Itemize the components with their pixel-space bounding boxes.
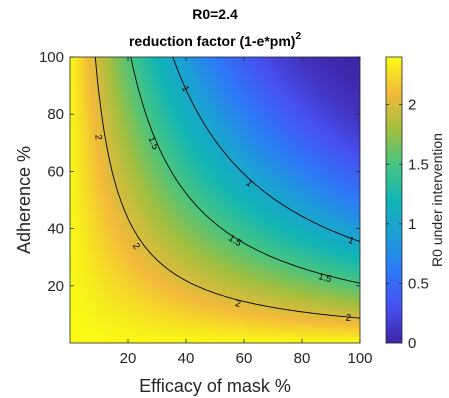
chart-subtitle: reduction factor (1-e*pm)2 bbox=[129, 31, 301, 49]
contour-label-0: 1 bbox=[179, 84, 191, 93]
contour-line-1.5 bbox=[130, 57, 360, 284]
colorbar-tick-label-2: 2 bbox=[408, 97, 416, 114]
colorbar-tick-label-1: 1 bbox=[408, 216, 416, 233]
y-tick-label-100: 100 bbox=[39, 49, 64, 66]
contour-label-5: 1.5 bbox=[317, 271, 333, 285]
colorbar-fill bbox=[386, 57, 402, 343]
x-tick-label-60: 60 bbox=[236, 350, 253, 367]
x-tick-label-100: 100 bbox=[347, 350, 372, 367]
y-tick-label-20: 20 bbox=[47, 278, 64, 295]
x-tick-label-80: 80 bbox=[294, 350, 311, 367]
colorbar-ticks: 0 0.5 1 1.5 2 bbox=[386, 97, 429, 352]
contour-label-8: 2 bbox=[234, 298, 242, 310]
contour-lines bbox=[94, 57, 360, 319]
contour-label-7: 2 bbox=[130, 241, 142, 251]
chart-subtitle-superscript: 2 bbox=[295, 31, 301, 42]
colorbar: 0 0.5 1 1.5 2 R0 under intervention bbox=[385, 56, 445, 352]
y-axis: 20 40 60 80 100 bbox=[39, 49, 360, 295]
contour-label-3: 1.5 bbox=[146, 135, 161, 151]
chart-subtitle-text: reduction factor (1-e*pm) bbox=[129, 33, 295, 49]
colorbar-frame bbox=[385, 56, 403, 344]
y-axis-label: Adherence % bbox=[14, 146, 34, 254]
contour-line-2 bbox=[94, 57, 360, 319]
chart-title: R0=2.4 bbox=[192, 6, 238, 22]
x-tick-label-20: 20 bbox=[120, 350, 137, 367]
colorbar-tick-label-0.5: 0.5 bbox=[408, 275, 429, 292]
x-axis-label: Efficacy of mask % bbox=[139, 376, 291, 396]
colorbar-tick-label-0: 0 bbox=[408, 335, 416, 352]
contour-label-6: 2 bbox=[92, 134, 104, 141]
y-tick-label-40: 40 bbox=[47, 221, 64, 238]
plot-frame bbox=[69, 56, 361, 344]
contour-label-1: 1 bbox=[243, 178, 254, 190]
contour-line-1 bbox=[172, 57, 360, 243]
y-tick-label-80: 80 bbox=[47, 106, 64, 123]
x-axis: 20 40 60 80 100 bbox=[120, 57, 373, 367]
x-tick-label-40: 40 bbox=[178, 350, 195, 367]
colorbar-tick-label-1.5: 1.5 bbox=[408, 156, 429, 173]
y-tick-label-60: 60 bbox=[47, 163, 64, 180]
contour-label-9: 2 bbox=[345, 313, 351, 324]
contour-label-2: 1 bbox=[347, 235, 356, 247]
colorbar-label: R0 under intervention bbox=[429, 133, 445, 267]
heatmap-image bbox=[70, 57, 360, 343]
